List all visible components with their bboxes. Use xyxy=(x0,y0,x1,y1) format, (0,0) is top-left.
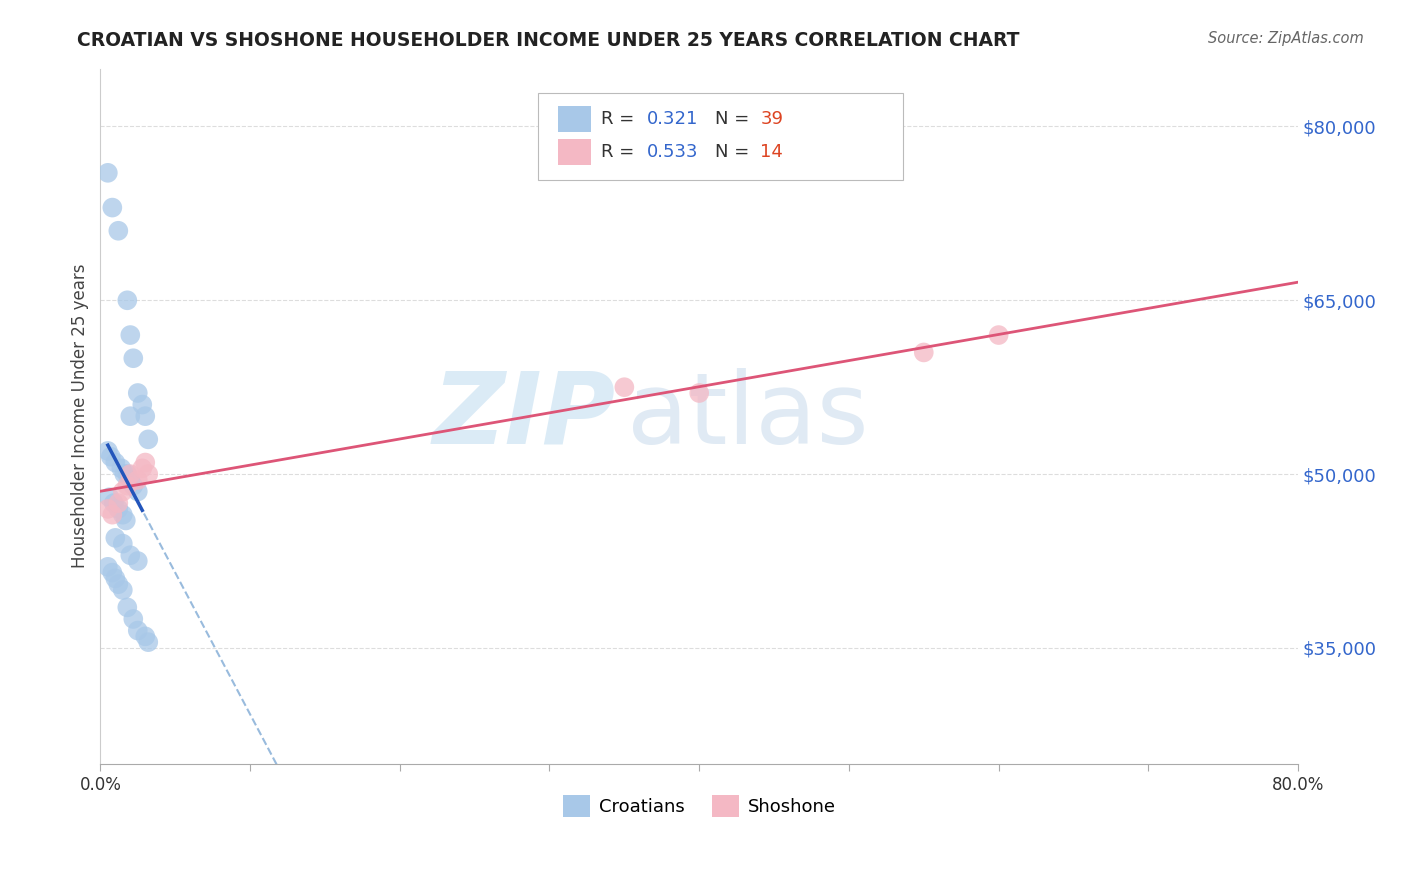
Point xyxy=(117,600,139,615)
Point xyxy=(117,479,139,493)
Point xyxy=(122,612,145,626)
Point xyxy=(134,456,156,470)
Point xyxy=(107,224,129,238)
Point xyxy=(987,328,1010,343)
Point xyxy=(111,484,134,499)
Text: CROATIAN VS SHOSHONE HOUSEHOLDER INCOME UNDER 25 YEARS CORRELATION CHART: CROATIAN VS SHOSHONE HOUSEHOLDER INCOME … xyxy=(77,31,1019,50)
Point xyxy=(613,380,636,394)
Legend: Croatians, Shoshone: Croatians, Shoshone xyxy=(555,788,844,824)
Text: N =: N = xyxy=(714,143,755,161)
Point xyxy=(912,345,935,359)
Point xyxy=(97,166,120,180)
Bar xyxy=(558,106,592,133)
Point xyxy=(97,559,120,574)
Point xyxy=(136,433,159,447)
Point xyxy=(111,582,134,597)
Text: 0.533: 0.533 xyxy=(647,143,697,161)
Text: atlas: atlas xyxy=(627,368,869,465)
Text: 0.321: 0.321 xyxy=(647,111,697,128)
Point xyxy=(111,508,134,522)
Point xyxy=(122,351,145,366)
Point xyxy=(114,513,136,527)
Point xyxy=(107,496,129,510)
Point xyxy=(134,409,156,424)
Point xyxy=(97,501,120,516)
Point xyxy=(101,201,124,215)
Text: R =: R = xyxy=(600,111,640,128)
Point xyxy=(120,467,142,482)
Point xyxy=(107,501,129,516)
Text: N =: N = xyxy=(714,111,755,128)
Bar xyxy=(558,139,592,165)
Point xyxy=(127,473,149,487)
Text: 39: 39 xyxy=(761,111,783,128)
Point xyxy=(101,566,124,580)
Point xyxy=(101,508,124,522)
Point xyxy=(103,496,125,510)
Point xyxy=(120,548,142,562)
Point xyxy=(117,293,139,308)
Point xyxy=(104,531,127,545)
Point xyxy=(136,635,159,649)
Point xyxy=(134,629,156,643)
Point xyxy=(100,450,122,464)
Point xyxy=(127,484,149,499)
Point xyxy=(107,577,129,591)
Point xyxy=(120,473,142,487)
Point xyxy=(98,491,121,505)
FancyBboxPatch shape xyxy=(537,93,903,180)
Point xyxy=(127,624,149,638)
Point xyxy=(127,554,149,568)
Point xyxy=(104,456,127,470)
Point xyxy=(688,386,710,401)
Point xyxy=(117,467,139,482)
Point xyxy=(110,461,132,475)
Text: Source: ZipAtlas.com: Source: ZipAtlas.com xyxy=(1208,31,1364,46)
Text: R =: R = xyxy=(600,143,640,161)
Point xyxy=(104,571,127,585)
Point xyxy=(120,409,142,424)
Point xyxy=(122,479,145,493)
Point xyxy=(120,328,142,343)
Point xyxy=(127,386,149,401)
Point xyxy=(111,536,134,550)
Point xyxy=(136,467,159,482)
Point xyxy=(97,444,120,458)
Point xyxy=(131,398,153,412)
Text: 14: 14 xyxy=(761,143,783,161)
Y-axis label: Householder Income Under 25 years: Householder Income Under 25 years xyxy=(72,264,89,568)
Text: ZIP: ZIP xyxy=(433,368,616,465)
Point xyxy=(112,467,135,482)
Point xyxy=(131,461,153,475)
